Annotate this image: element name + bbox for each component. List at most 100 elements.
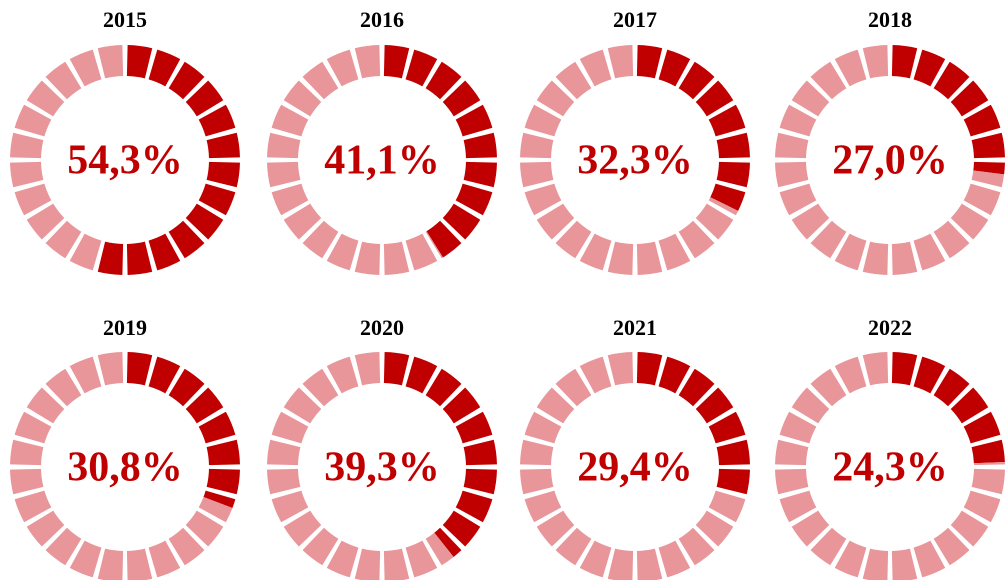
- donut-segment: [354, 241, 381, 275]
- donut-segment: [148, 540, 181, 578]
- donut-segment: [579, 233, 612, 271]
- donut-segment: [326, 356, 359, 394]
- donut-segment: [536, 203, 575, 240]
- donut-segment: [168, 527, 205, 566]
- donut-segment: [455, 490, 493, 523]
- donut-segment: [434, 527, 462, 557]
- center-label: 39,3%: [324, 445, 440, 491]
- donut-segment: [678, 61, 715, 100]
- donut-segment: [455, 411, 493, 444]
- donut-segment: [950, 387, 989, 424]
- center-label: 41,1%: [324, 138, 440, 184]
- donut-segment: [97, 352, 124, 386]
- donut-segment: [425, 61, 462, 100]
- donut-segment: [271, 411, 309, 444]
- donut-segment: [14, 490, 52, 523]
- donut-segment: [326, 49, 359, 87]
- donut-segment: [520, 468, 554, 495]
- donut-segment: [636, 241, 663, 275]
- donut-chart: 29,4%: [520, 352, 750, 580]
- chart-title: 2019: [103, 315, 147, 340]
- donut-segment: [10, 468, 44, 495]
- donut-segment: [405, 49, 438, 87]
- donut-segment: [148, 356, 181, 394]
- donut-segment: [425, 532, 454, 566]
- donut-segment: [126, 45, 153, 79]
- donut-segment: [383, 241, 410, 275]
- donut-segment: [963, 183, 1001, 216]
- donut-segment: [185, 80, 224, 117]
- donut-segment: [862, 548, 889, 580]
- donut-segment: [536, 510, 575, 547]
- donut-segment: [203, 490, 236, 508]
- donut-segment: [10, 439, 44, 466]
- donut-segment: [933, 527, 970, 566]
- donut-segment: [716, 161, 750, 188]
- donut-segment: [524, 411, 562, 444]
- donut-segment: [455, 183, 493, 216]
- donut-segment: [383, 352, 410, 386]
- donut-segment: [779, 490, 817, 523]
- donut-segment: [536, 387, 575, 424]
- donut-segment: [971, 468, 1005, 495]
- chart-title: 2021: [613, 315, 657, 340]
- donut-segment: [913, 49, 946, 87]
- donut-segment: [913, 540, 946, 578]
- donut-segment: [283, 387, 322, 424]
- donut-segment: [791, 80, 830, 117]
- donut-segment: [973, 161, 1005, 175]
- donut-segment: [658, 233, 691, 271]
- donut-segment: [14, 183, 52, 216]
- donut-segment: [950, 510, 989, 547]
- donut-segment: [206, 132, 240, 159]
- donut-segment: [45, 220, 82, 259]
- donut-segment: [716, 132, 750, 159]
- donut-chart: 41,1%: [267, 45, 497, 275]
- donut-segment: [354, 45, 381, 79]
- donut-segment: [933, 220, 970, 259]
- donut-segment: [198, 411, 236, 444]
- donut-segment: [185, 387, 224, 424]
- donut-segment: [607, 352, 634, 386]
- donut-segment: [695, 203, 734, 240]
- donut-segment: [302, 61, 339, 100]
- donut-segment: [326, 540, 359, 578]
- donut-segment: [26, 80, 65, 117]
- donut-segment: [148, 233, 181, 271]
- donut-segment: [695, 80, 734, 117]
- chart-title: 2018: [868, 7, 912, 32]
- donut-segment: [791, 387, 830, 424]
- donut-segment: [455, 104, 493, 137]
- donut-segment: [45, 61, 82, 100]
- donut-segment: [283, 80, 322, 117]
- donut-segment: [950, 80, 989, 117]
- donut-segment: [834, 540, 867, 578]
- donut-segment: [636, 548, 663, 580]
- donut-segment: [463, 468, 497, 495]
- donut-segment: [933, 61, 970, 100]
- donut-segment: [302, 220, 339, 259]
- donut-segment: [779, 104, 817, 137]
- donut-segment: [708, 490, 746, 523]
- donut-segment: [775, 161, 809, 188]
- donut-segment: [271, 104, 309, 137]
- donut-segment: [658, 540, 691, 578]
- donut-segment: [536, 80, 575, 117]
- chart-title: 2016: [360, 7, 404, 32]
- donut-segment: [206, 468, 240, 495]
- donut-segment: [425, 368, 462, 407]
- donut-segment: [185, 510, 224, 547]
- donut-segment: [862, 45, 889, 79]
- donut-segment: [206, 161, 240, 188]
- donut-segment: [862, 241, 889, 275]
- donut-segment: [810, 61, 847, 100]
- donut-segment: [963, 411, 1001, 444]
- donut-segment: [97, 241, 124, 275]
- donut-segment: [26, 203, 65, 240]
- donut-segment: [775, 439, 809, 466]
- donut-segment: [463, 132, 497, 159]
- donut-segment: [779, 183, 817, 216]
- donut-segment: [97, 45, 124, 79]
- donut-segment: [524, 490, 562, 523]
- donut-segment: [555, 61, 592, 100]
